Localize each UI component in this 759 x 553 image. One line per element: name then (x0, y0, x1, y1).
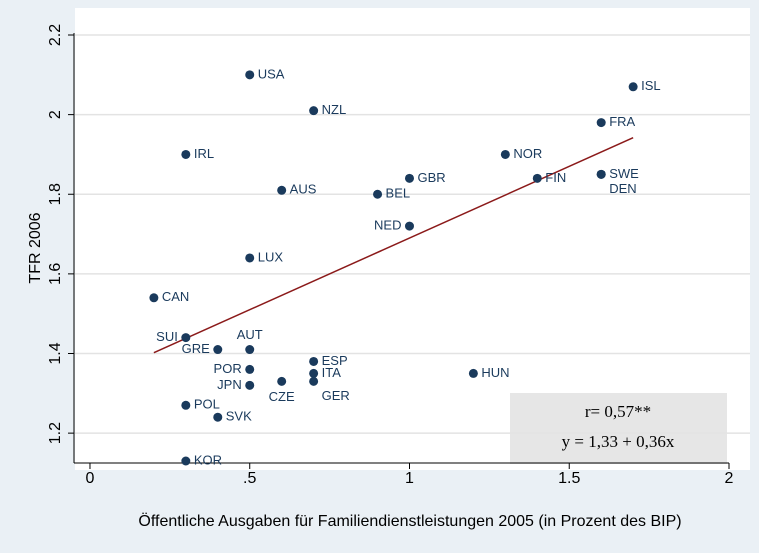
point-label: ITA (322, 365, 342, 380)
point-label: USA (258, 66, 285, 81)
point (277, 376, 287, 386)
point-label: KOR (194, 452, 222, 467)
point-label: AUS (290, 182, 317, 197)
point-label: ISL (641, 78, 661, 93)
point-label: GBR (417, 170, 445, 185)
point-label: POL (194, 397, 220, 412)
point-label: NOR (513, 146, 542, 161)
point-label: GER (322, 388, 350, 403)
x-tick-label: 2 (725, 470, 734, 487)
y-axis-title: TFR 2006 (27, 212, 44, 283)
point (596, 169, 606, 179)
point (500, 149, 510, 159)
y-tick-label: 1.8 (47, 183, 64, 205)
point-label: AUT (237, 327, 263, 342)
point (213, 345, 223, 355)
point (245, 345, 255, 355)
x-tick-label: 1 (405, 470, 414, 487)
point (181, 456, 191, 466)
point (213, 412, 223, 422)
point-label: SVK (226, 409, 252, 424)
point-label: NZL (322, 102, 347, 117)
annotation: r= 0,57** (585, 402, 651, 421)
point-label: IRL (194, 146, 214, 161)
point (404, 221, 414, 231)
point-label: NED (374, 218, 401, 233)
y-tick-label: 2.2 (47, 24, 64, 46)
x-tick-label: .5 (243, 470, 256, 487)
point (532, 173, 542, 183)
point (596, 118, 606, 128)
point (373, 189, 383, 199)
point (181, 400, 191, 410)
point (309, 106, 319, 116)
point-label: FRA (609, 114, 635, 129)
point (309, 356, 319, 366)
point-label: LUX (258, 249, 284, 264)
point (245, 70, 255, 80)
y-tick-label: 2 (47, 110, 64, 119)
point (628, 82, 638, 92)
point (309, 368, 319, 378)
x-tick-label: 1.5 (558, 470, 580, 487)
point-label: CZE (269, 389, 295, 404)
point (277, 185, 287, 195)
point-label: HUN (481, 365, 509, 380)
point (181, 149, 191, 159)
point-label: DEN (609, 181, 636, 196)
point-label: GRE (182, 341, 211, 356)
point (149, 293, 159, 303)
point-label: SWE (609, 166, 639, 181)
annotation: y = 1,33 + 0,36x (562, 432, 675, 451)
point (309, 376, 319, 386)
point-label: ESP (322, 353, 348, 368)
y-tick-label: 1.6 (47, 263, 64, 285)
point (245, 364, 255, 374)
point-label: JPN (217, 377, 242, 392)
y-tick-label: 1.2 (47, 422, 64, 444)
point (468, 368, 478, 378)
point (245, 380, 255, 390)
y-tick-label: 1.4 (47, 342, 64, 364)
x-tick-label: 0 (86, 470, 95, 487)
point-label: SUI (156, 329, 178, 344)
point-label: FIN (545, 170, 566, 185)
point-label: POR (214, 361, 242, 376)
point (245, 253, 255, 263)
point-label: BEL (386, 186, 411, 201)
point-label: CAN (162, 289, 189, 304)
point (404, 173, 414, 183)
fit-line (153, 137, 634, 354)
x-axis-title: Öffentliche Ausgaben für Familiendienstl… (138, 512, 681, 530)
annotation-box (510, 393, 727, 464)
point (181, 333, 191, 343)
